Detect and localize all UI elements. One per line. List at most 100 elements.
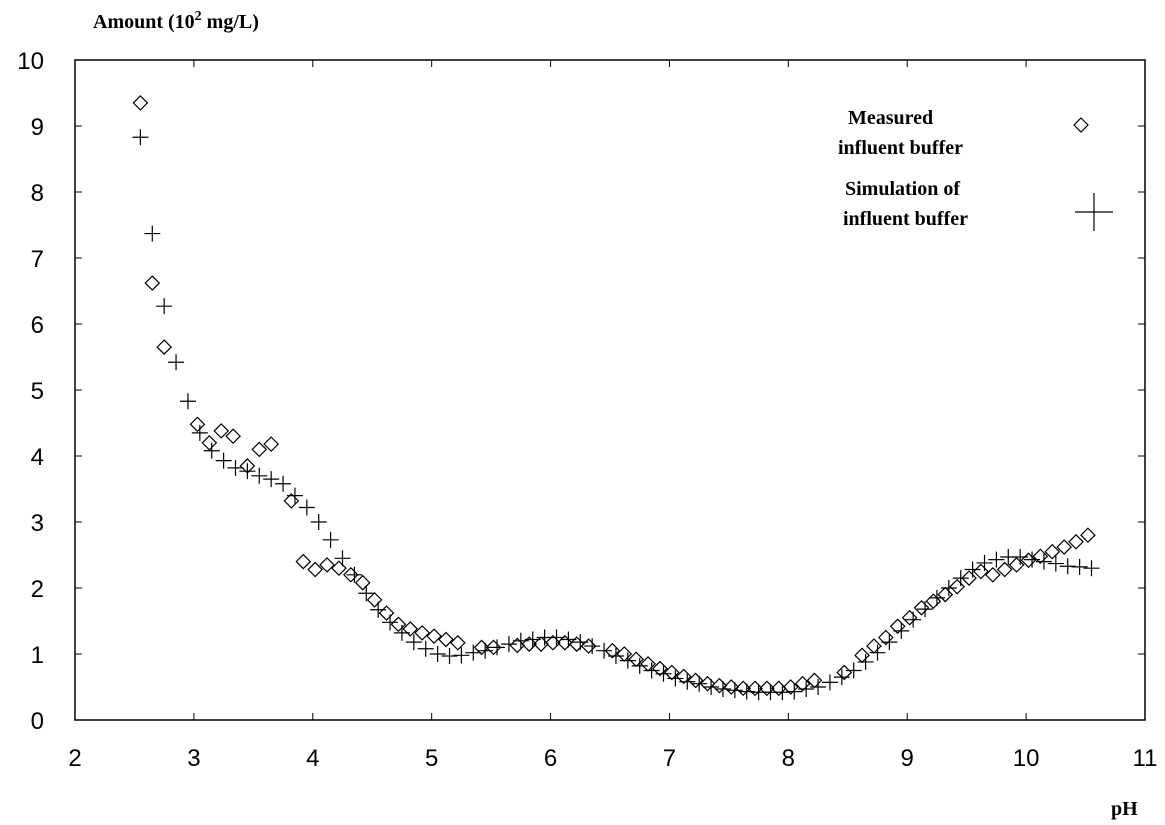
measured-point xyxy=(414,625,431,641)
measured-point xyxy=(889,618,906,635)
simulation-point xyxy=(548,629,565,646)
axis-ticks xyxy=(74,59,1146,721)
measured-point xyxy=(213,423,230,439)
simulation-point xyxy=(453,647,470,664)
measured-point xyxy=(426,628,442,645)
measured-point xyxy=(319,557,335,573)
measured-point xyxy=(711,677,728,694)
measured-point xyxy=(1056,539,1073,555)
measured-point xyxy=(295,553,312,570)
simulation-point xyxy=(905,611,922,628)
simulation-point xyxy=(833,669,850,686)
y-tick-label: 1 xyxy=(31,642,44,669)
simulation-point xyxy=(215,452,232,469)
x-tick-label: 10 xyxy=(1013,745,1040,772)
x-tick-label: 8 xyxy=(782,745,795,772)
measured-point xyxy=(189,416,206,433)
y-tick-label: 9 xyxy=(31,114,44,141)
measured-point xyxy=(132,95,149,111)
simulation-point xyxy=(286,487,303,504)
series-simulation xyxy=(132,129,1100,701)
simulation-point xyxy=(239,463,256,480)
simulation-point xyxy=(596,642,613,659)
plot-frame xyxy=(74,59,1146,721)
x-tick-label: 11 xyxy=(1133,745,1158,772)
measured-point xyxy=(156,339,173,355)
legend-label-measured-line2: influent buffer xyxy=(838,137,963,159)
measured-point xyxy=(473,639,490,656)
y-tick-label: 8 xyxy=(31,180,44,207)
x-tick-label: 3 xyxy=(187,745,200,772)
simulation-point xyxy=(572,634,589,651)
measured-point xyxy=(782,679,799,695)
measured-point xyxy=(533,636,549,652)
measured-point xyxy=(378,605,395,621)
simulation-point xyxy=(1047,555,1064,572)
measured-point xyxy=(735,680,752,697)
measured-point xyxy=(556,634,573,651)
measured-point xyxy=(699,675,716,692)
y-tick-label: 10 xyxy=(17,48,44,75)
measured-point xyxy=(961,570,977,586)
x-tick-label: 6 xyxy=(544,745,557,772)
measured-point xyxy=(663,664,680,681)
measured-point xyxy=(675,668,692,685)
measured-point xyxy=(806,672,823,689)
simulation-point xyxy=(179,393,196,410)
simulation-point xyxy=(1012,548,1029,565)
simulation-point xyxy=(512,632,529,649)
simulation-point xyxy=(500,636,517,653)
simulation-point xyxy=(619,652,636,669)
simulation-point xyxy=(810,679,827,695)
simulation-point xyxy=(203,442,220,459)
y-axis-title-superscript: 2 xyxy=(195,9,202,24)
legend-label-measured-line1: Measured xyxy=(848,107,933,129)
simulation-point xyxy=(1083,560,1100,577)
simulation-point xyxy=(774,684,791,701)
data-points xyxy=(132,95,1100,701)
measured-point xyxy=(1020,552,1037,569)
measured-point xyxy=(604,642,621,659)
series-measured xyxy=(132,95,1096,697)
simulation-point xyxy=(263,471,280,488)
legend-marker-simulation xyxy=(1075,193,1113,231)
measured-point xyxy=(144,275,161,291)
measured-point xyxy=(759,680,775,697)
simulation-point xyxy=(441,647,458,664)
simulation-point xyxy=(1071,558,1088,575)
simulation-point xyxy=(417,640,434,657)
measured-point xyxy=(794,675,811,692)
simulation-point xyxy=(738,683,755,700)
simulation-point xyxy=(156,298,173,315)
y-tick-label: 0 xyxy=(31,708,44,735)
measured-point xyxy=(723,679,740,695)
measured-point xyxy=(509,637,526,654)
measured-point xyxy=(854,647,870,664)
y-axis-title-unit: mg/L) xyxy=(202,11,259,33)
measured-point xyxy=(687,672,704,689)
simulation-point xyxy=(798,680,815,697)
simulation-point xyxy=(382,614,399,631)
measured-point xyxy=(770,680,787,697)
y-tick-label: 4 xyxy=(31,444,44,471)
simulation-point xyxy=(881,634,898,651)
measured-point xyxy=(366,592,383,608)
measured-point xyxy=(901,609,918,626)
simulation-point xyxy=(691,675,708,692)
simulation-point xyxy=(893,622,910,639)
measured-point xyxy=(937,586,954,603)
x-tick-label: 7 xyxy=(663,745,676,772)
simulation-point xyxy=(964,561,981,578)
axis-tick-labels: 2 3 4 5 6 7 8 9 10 11 0 1 2 3 4 5 6 7 8 9 10 xyxy=(17,48,1157,772)
simulation-point xyxy=(726,682,743,699)
measured-point xyxy=(747,680,763,697)
simulation-point xyxy=(714,680,731,697)
simulation-point xyxy=(1059,558,1076,575)
measured-point xyxy=(201,434,218,451)
simulation-point xyxy=(786,683,803,700)
simulation-point xyxy=(310,514,327,530)
simulation-point xyxy=(607,647,624,664)
measured-point xyxy=(545,634,561,651)
measured-point xyxy=(521,636,538,652)
